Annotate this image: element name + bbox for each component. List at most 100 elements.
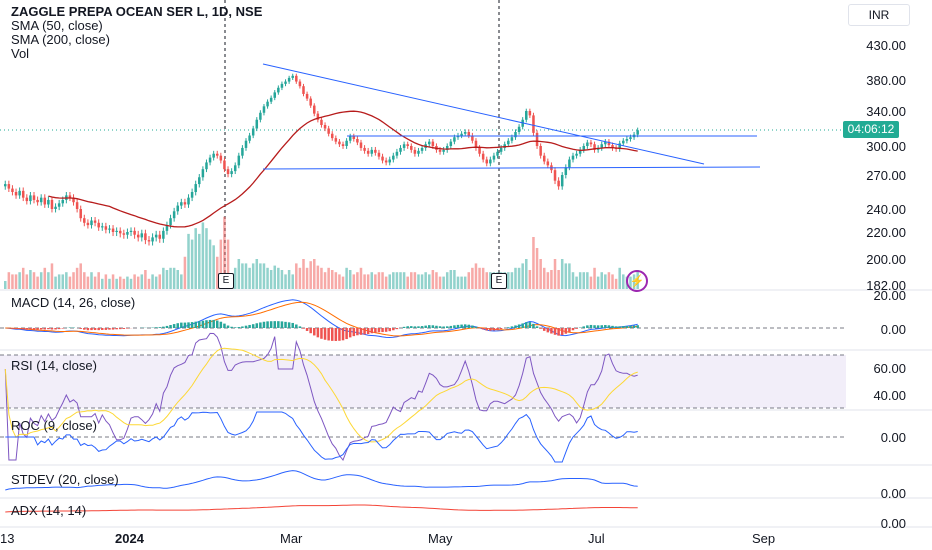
volume-bar (334, 272, 338, 289)
volume-bar (582, 272, 586, 289)
volume-bar (546, 272, 550, 289)
candle-body (104, 226, 108, 230)
candle-body (352, 136, 356, 139)
candle-body (557, 180, 560, 187)
macd-histogram-bar (50, 328, 54, 330)
volume-bar (147, 278, 151, 289)
earnings-marker[interactable]: E (491, 273, 507, 289)
candle-body (622, 140, 625, 144)
volume-bar (431, 270, 435, 289)
volume-bar (453, 270, 456, 289)
candle-body (291, 75, 294, 78)
macd-histogram-bar (154, 327, 158, 328)
volume-bar (97, 272, 100, 289)
macd-histogram-bar (542, 328, 546, 331)
candle-body (169, 218, 172, 226)
candle-body (604, 141, 607, 145)
adx-label[interactable]: ADX (14, 14) (11, 503, 87, 518)
candle-body (115, 230, 118, 232)
candle-body (564, 167, 568, 175)
candle-body (582, 146, 586, 150)
volume-bar (614, 278, 618, 289)
price-tick: 220.00 (866, 225, 906, 240)
candle-body (126, 232, 129, 235)
volume-bar (449, 270, 453, 289)
volume-bar (101, 278, 104, 289)
candle-body (338, 141, 341, 145)
macd-histogram-bar (86, 328, 90, 331)
candle-body (241, 147, 244, 156)
candle-body (413, 149, 417, 154)
macd-histogram-bar (428, 325, 431, 328)
volume-bar (104, 274, 108, 289)
macd-histogram-bar (514, 325, 517, 328)
macd-histogram-bar (535, 326, 539, 328)
macd-histogram-bar (291, 322, 294, 328)
symbol-title[interactable]: ZAGGLE PREPA OCEAN SER L, 1D, NSE (11, 4, 263, 19)
currency-button[interactable]: INR (848, 4, 910, 26)
volume-bar (14, 274, 18, 289)
sma200-label[interactable]: SMA (200, close) (11, 32, 110, 47)
volume-bar (11, 274, 14, 289)
candle-body (298, 81, 302, 87)
candle-body (578, 149, 582, 154)
candle-body (75, 202, 79, 209)
candle-body (568, 159, 571, 168)
candle-body (305, 93, 309, 99)
macd-histogram-bar (158, 327, 162, 328)
macd-histogram-bar (187, 322, 190, 328)
volume-bar (219, 239, 223, 289)
rsi-label[interactable]: RSI (14, close) (11, 358, 97, 373)
volume-bar (273, 265, 277, 289)
volume-bar (316, 265, 320, 289)
volume-bar (471, 267, 474, 289)
macd-histogram-bar (230, 326, 233, 328)
volume-bar (277, 267, 280, 289)
macd-histogram-bar (248, 324, 251, 328)
macd-histogram-bar (216, 320, 219, 328)
volume-bar (456, 276, 460, 289)
candle-body (334, 138, 338, 142)
candle-body (269, 97, 273, 102)
macd-histogram-bar (510, 326, 514, 328)
sma50-label[interactable]: SMA (50, close) (11, 18, 103, 33)
macd-histogram-bar (47, 328, 50, 330)
trendline-descending (262, 63, 705, 165)
stdev-label[interactable]: STDEV (20, close) (11, 472, 119, 487)
roc-label[interactable]: ROC (9, close) (11, 418, 97, 433)
macd-histogram-bar (370, 328, 374, 334)
candle-body (61, 199, 65, 204)
candle-body (492, 155, 496, 160)
candle-body (377, 152, 381, 157)
macd-histogram-bar (374, 328, 377, 333)
earnings-marker[interactable]: E (218, 273, 234, 289)
candle-body (86, 222, 90, 226)
candle-body (607, 141, 611, 146)
candle-body (32, 195, 36, 200)
adx-tick: 0.00 (880, 516, 906, 531)
candle-body (4, 184, 7, 187)
last-price-badge: 04:06:12 (843, 121, 899, 138)
volume-bar (514, 267, 517, 289)
vol-label[interactable]: Vol (11, 46, 30, 61)
candle-body (216, 153, 219, 156)
lightning-icon[interactable]: ⚡ (626, 270, 648, 292)
volume-bar (323, 272, 327, 289)
candle-body (553, 170, 557, 181)
macd-histogram-bar (115, 328, 118, 330)
volume-bar (542, 267, 546, 289)
candle-body (507, 140, 510, 145)
volume-bar (129, 278, 133, 289)
volume-bar (21, 267, 25, 289)
macd-histogram-bar (219, 321, 223, 328)
volume-bar (539, 259, 542, 289)
volume-bar (370, 272, 374, 289)
macd-label[interactable]: MACD (14, 26, close) (11, 295, 136, 310)
volume-bar (313, 259, 316, 289)
volume-bar (251, 263, 255, 289)
macd-histogram-bar (517, 324, 521, 328)
macd-histogram-bar (97, 328, 100, 331)
stdev-tick: 0.00 (880, 486, 906, 501)
volume-bar (108, 278, 111, 289)
